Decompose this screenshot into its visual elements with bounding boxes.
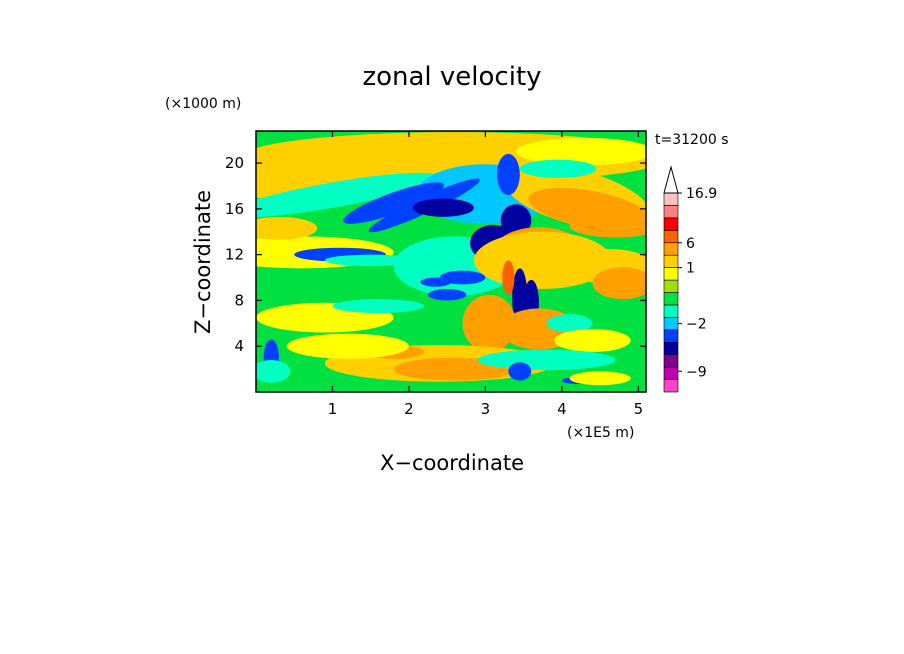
colorbar-level [663, 354, 679, 368]
x-tick-label: 1 [328, 400, 338, 418]
y-tick-label: 4 [234, 337, 244, 355]
x-tick-label: 4 [557, 400, 567, 418]
contour-patch [256, 172, 438, 218]
x-tick-label: 2 [404, 400, 414, 418]
colorbar-level [663, 279, 679, 293]
colorbar-level [663, 304, 679, 318]
colorbar-level [663, 379, 679, 393]
colorbar-tick-label: −2 [686, 317, 707, 333]
colorbar-level [663, 329, 679, 343]
contour-patch [324, 254, 417, 267]
contour-patch [592, 267, 646, 300]
contour-patch [420, 277, 451, 287]
colorbar-tick-label: 1 [686, 261, 695, 277]
y-tick-label: 8 [234, 291, 244, 309]
contour-field [256, 131, 646, 392]
colorbar-level [663, 292, 679, 306]
y-axis-title: Z−coordinate [191, 190, 215, 334]
colorbar-tick-label: 6 [686, 236, 695, 252]
x-axis-title: X−coordinate [380, 451, 524, 475]
colorbar-level [663, 317, 679, 331]
plot-frame [255, 130, 647, 393]
y-tick-label: 16 [225, 200, 244, 218]
x-axis: 1 2 3 4 5 [328, 131, 643, 418]
contour-patch [508, 362, 532, 381]
colorbar-tick-label: −9 [686, 364, 707, 380]
contour-patch [569, 214, 646, 238]
time-label: t=31200 s [655, 132, 729, 148]
contour-patch [286, 333, 409, 359]
contour-patch [477, 349, 616, 371]
x-unit-label: (×1E5 m) [567, 425, 634, 441]
contour-patch [496, 153, 520, 196]
colorbar-level [663, 254, 679, 268]
contour-patch [500, 204, 532, 237]
colorbar-level [663, 341, 679, 355]
y-axis: 4 8 12 16 20 [225, 154, 646, 355]
colorbar-level [663, 230, 679, 244]
y-unit-label: (×1000 m) [165, 96, 241, 112]
colorbar-level [663, 366, 679, 380]
contour-patch [516, 137, 646, 166]
contour-patch [412, 198, 474, 217]
colorbar-tick-label: 16.9 [686, 186, 717, 202]
x-tick-label: 3 [481, 400, 491, 418]
colorbar-level [663, 192, 679, 206]
contour-patch [502, 260, 515, 295]
contour-patch [554, 329, 631, 352]
contour-patch [332, 299, 425, 314]
contour-patch [256, 216, 318, 240]
colorbar-level [663, 217, 679, 231]
y-tick-label: 12 [225, 246, 244, 264]
contour-patch [256, 359, 291, 383]
colorbar-level [663, 205, 679, 219]
contour-patch [569, 371, 631, 386]
colorbar-extension-arrow [663, 165, 679, 194]
colorbar-level [663, 267, 679, 281]
contour-patch [462, 294, 516, 352]
colorbar-level [663, 242, 679, 256]
contour-patch [428, 288, 467, 301]
contour-patch [439, 270, 486, 285]
contour-patch [343, 182, 445, 224]
contour-patch [546, 314, 593, 333]
chart-title: zonal velocity [362, 62, 541, 92]
contour-patch [519, 159, 597, 178]
x-tick-label: 5 [634, 400, 644, 418]
colorbar: 16.9 6 1 −2 −9 [663, 165, 717, 393]
y-tick-label: 20 [225, 154, 244, 172]
